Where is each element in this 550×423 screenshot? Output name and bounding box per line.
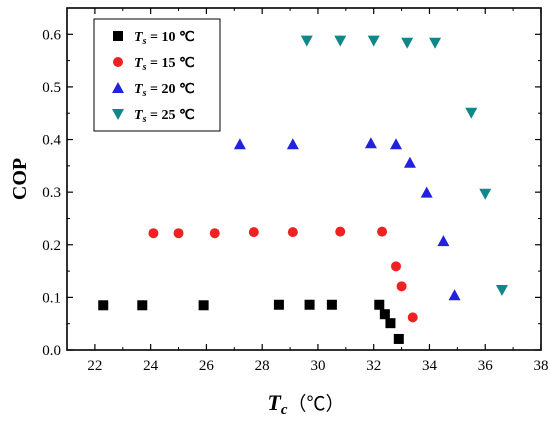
x-axis-title-subscript: c <box>281 402 288 418</box>
data-point <box>273 299 284 310</box>
legend-label: Ts = 25 ℃ <box>134 108 195 125</box>
legend-label-rest: = 15 ℃ <box>146 56 194 71</box>
y-tick-label: 0.4 <box>42 133 61 149</box>
legend-label-rest: = 20 ℃ <box>146 82 194 97</box>
data-point <box>209 228 220 239</box>
legend-label-symbol: T <box>134 108 144 123</box>
data-point <box>304 299 315 310</box>
x-tick-label: 34 <box>422 358 438 374</box>
legend-label-symbol: T <box>134 82 144 97</box>
data-point <box>393 333 404 344</box>
data-point <box>364 137 377 149</box>
axis-ticks: 22 24 26 28 30 32 34 36 38 0.0 0.1 0.2 0.3 0.4 0.5 0.6 <box>42 8 549 374</box>
data-point <box>407 312 418 323</box>
y-tick-label: 0.2 <box>42 238 61 254</box>
x-tick-label: 32 <box>366 358 381 374</box>
data-point <box>396 281 407 292</box>
x-tick-label: 28 <box>255 358 270 374</box>
legend-label-subscript: s <box>142 36 147 47</box>
x-tick-label: 22 <box>87 358 102 374</box>
y-axis-title: COP <box>9 158 31 200</box>
data-point <box>390 138 403 150</box>
data-point <box>374 299 385 310</box>
y-tick-label: 0.0 <box>42 343 61 359</box>
y-tick-label: 0.1 <box>42 290 61 306</box>
data-point <box>233 138 246 150</box>
data-point <box>401 37 414 49</box>
legend-label-subscript: s <box>142 114 147 125</box>
data-point <box>300 35 313 47</box>
legend-label-rest: = 10 ℃ <box>146 30 194 45</box>
data-point <box>420 186 433 198</box>
data-point <box>137 300 148 311</box>
legend-label-rest: = 25 ℃ <box>146 108 194 123</box>
data-point <box>391 261 402 272</box>
axis-titles: Tc（℃） COP <box>9 158 345 418</box>
x-tick-label: 38 <box>534 358 549 374</box>
legend-label: Ts = 10 ℃ <box>134 30 195 47</box>
data-point <box>286 138 299 150</box>
data-point <box>335 226 346 237</box>
y-tick-label: 0.6 <box>42 27 61 43</box>
x-axis-title-unit: （℃） <box>288 393 345 415</box>
legend-label-subscript: s <box>142 88 147 99</box>
data-point <box>248 227 259 238</box>
plot-border <box>66 7 542 351</box>
data-point <box>367 35 380 47</box>
data-point <box>437 235 450 247</box>
data-point <box>379 309 390 320</box>
legend-label: Ts = 15 ℃ <box>134 56 195 73</box>
y-tick-label: 0.3 <box>42 185 61 201</box>
x-axis-title: Tc（℃） <box>267 390 344 418</box>
data-point <box>479 188 492 200</box>
plot-frame <box>66 7 542 351</box>
legend-marker <box>112 82 124 93</box>
data-point <box>334 35 347 47</box>
data-point <box>429 37 442 49</box>
data-point <box>377 226 388 237</box>
data-point <box>173 228 184 239</box>
x-tick-label: 30 <box>310 358 325 374</box>
data-point <box>148 228 159 239</box>
x-tick-label: 26 <box>199 358 215 374</box>
x-tick-label: 24 <box>143 358 159 374</box>
y-tick-label: 0.5 <box>42 80 61 96</box>
data-point <box>495 285 508 297</box>
legend-marker <box>112 109 124 120</box>
series-4 <box>300 35 508 297</box>
series-1 <box>98 299 404 344</box>
legend-label-subscript: s <box>142 62 147 73</box>
data-point <box>198 300 209 311</box>
legend-label-symbol: T <box>134 30 144 45</box>
legend-marker <box>113 31 123 41</box>
series-2 <box>148 226 418 323</box>
data-point <box>287 227 298 238</box>
legend-label: Ts = 20 ℃ <box>134 82 195 99</box>
legend-label-symbol: T <box>134 56 144 71</box>
data-point <box>98 300 109 311</box>
data-point <box>465 107 478 119</box>
data-point <box>326 299 337 310</box>
series-3 <box>233 137 461 301</box>
legend: Ts = 10 ℃Ts = 15 ℃Ts = 20 ℃Ts = 25 ℃ <box>93 18 221 132</box>
x-axis-title-symbol: T <box>267 390 282 415</box>
data-point <box>403 156 416 168</box>
legend-marker <box>113 57 123 67</box>
data-point <box>385 318 396 329</box>
x-tick-label: 36 <box>478 358 494 374</box>
data-points <box>98 35 508 344</box>
data-point <box>448 289 461 301</box>
